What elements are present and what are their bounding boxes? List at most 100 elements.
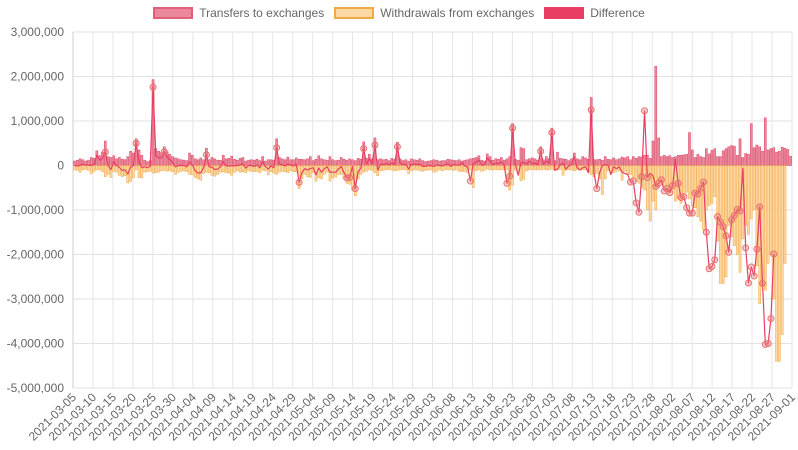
transfer-bar <box>615 159 618 166</box>
transfer-bar <box>244 160 248 166</box>
withdrawal-bar <box>129 165 132 182</box>
transfer-bar <box>533 158 537 166</box>
withdrawal-bar <box>716 165 719 242</box>
transfer-bar <box>758 146 762 166</box>
difference-point <box>371 141 379 149</box>
transfer-bar <box>643 155 646 166</box>
difference-point <box>101 148 109 156</box>
y-tick-label: -3,000,000 <box>7 292 65 306</box>
transfer-bar <box>334 160 337 166</box>
transfer-bar <box>143 159 146 166</box>
transfer-bar <box>733 146 736 166</box>
difference-point <box>149 83 157 91</box>
difference-point <box>688 209 696 217</box>
legend-item-withdrawals[interactable]: Withdrawals from exchanges <box>334 6 534 20</box>
difference-point <box>466 177 474 185</box>
difference-point <box>753 245 761 253</box>
withdrawal-bar <box>561 165 565 176</box>
difference-point <box>509 124 517 132</box>
difference-point <box>393 143 401 151</box>
withdrawal-bar <box>421 165 424 172</box>
difference-point <box>750 272 758 280</box>
y-tick-label: 2,000,000 <box>11 70 65 84</box>
withdrawal-bar <box>685 165 688 193</box>
y-tick-label: -2,000,000 <box>7 248 65 262</box>
transfer-bar <box>676 155 680 166</box>
transfer-bar <box>755 144 759 166</box>
withdrawal-bar <box>626 165 630 175</box>
transfer-bar <box>426 160 430 166</box>
withdrawal-bar <box>410 165 413 172</box>
withdrawal-bar <box>654 165 658 211</box>
withdrawal-bar <box>387 165 391 170</box>
transfer-bar <box>620 156 624 166</box>
withdrawal-bar <box>143 165 146 173</box>
withdrawal-bar <box>690 165 694 206</box>
withdrawal-bar <box>424 165 427 171</box>
withdrawal-bar <box>623 165 627 172</box>
transfer-bar <box>682 154 686 166</box>
transfer-bar <box>140 155 144 166</box>
transfer-bar <box>174 157 177 166</box>
withdrawal-bar <box>629 165 632 175</box>
transfer-bar <box>297 159 301 166</box>
difference-point <box>674 179 682 187</box>
difference-points <box>101 83 778 348</box>
withdrawal-bar <box>435 165 439 172</box>
withdrawal-bar <box>238 165 242 173</box>
withdrawal-bar <box>188 165 191 175</box>
transfer-bar <box>424 161 427 166</box>
transfer-bar <box>317 155 321 166</box>
transfer-bar <box>129 151 132 166</box>
transfer-bar <box>441 160 444 166</box>
difference-point <box>160 148 168 156</box>
withdrawal-bar <box>275 165 278 175</box>
legend-item-difference[interactable]: Difference <box>544 6 645 20</box>
withdrawal-bar <box>522 165 526 180</box>
withdrawal-bar <box>480 165 483 172</box>
transfer-bar <box>783 147 787 166</box>
transfer-bar <box>578 159 582 166</box>
withdrawal-bar <box>210 165 214 176</box>
withdrawal-bar <box>137 165 141 178</box>
y-tick-label: -5,000,000 <box>7 381 65 395</box>
withdrawal-bar <box>446 165 450 171</box>
withdrawal-bar <box>162 165 166 171</box>
x-axis-labels: 2021-03-052021-03-102021-03-152021-03-20… <box>26 390 798 444</box>
transfer-bar <box>213 158 217 166</box>
withdrawal-bar <box>112 165 116 172</box>
difference-point <box>273 144 281 152</box>
difference-point <box>632 199 640 207</box>
transfer-bar <box>179 159 183 166</box>
transfer-bar <box>598 159 601 166</box>
withdrawal-bar <box>783 165 787 264</box>
difference-point <box>700 178 708 186</box>
transfer-bar <box>632 156 635 166</box>
transfer-bar <box>679 155 683 166</box>
transfer-bar <box>775 151 778 166</box>
difference-point <box>680 193 688 201</box>
withdrawal-bar <box>547 165 551 171</box>
withdrawal-bar <box>266 165 270 176</box>
legend-item-transfers[interactable]: Transfers to exchanges <box>153 6 324 20</box>
transfer-bar <box>216 159 219 166</box>
withdrawal-bar <box>103 165 107 177</box>
withdrawal-bar <box>140 165 144 179</box>
transfer-bar <box>772 147 776 166</box>
withdrawal-bar <box>457 165 461 172</box>
transfer-bar <box>494 158 497 166</box>
transfer-bar <box>421 160 424 166</box>
transfer-bar <box>685 154 688 166</box>
y-tick-label: -4,000,000 <box>7 337 65 351</box>
withdrawal-bar <box>252 165 256 172</box>
transfer-bar <box>247 159 250 166</box>
legend-swatch-transfers <box>153 7 194 19</box>
withdrawal-bar <box>775 165 778 362</box>
transfer-bar <box>407 160 410 166</box>
difference-point <box>714 213 722 221</box>
y-tick-label: 3,000,000 <box>11 25 65 39</box>
transfer-bar <box>761 151 764 166</box>
transfer-bar <box>283 159 287 166</box>
withdrawal-bar <box>120 165 124 177</box>
withdrawal-bar <box>497 165 500 171</box>
